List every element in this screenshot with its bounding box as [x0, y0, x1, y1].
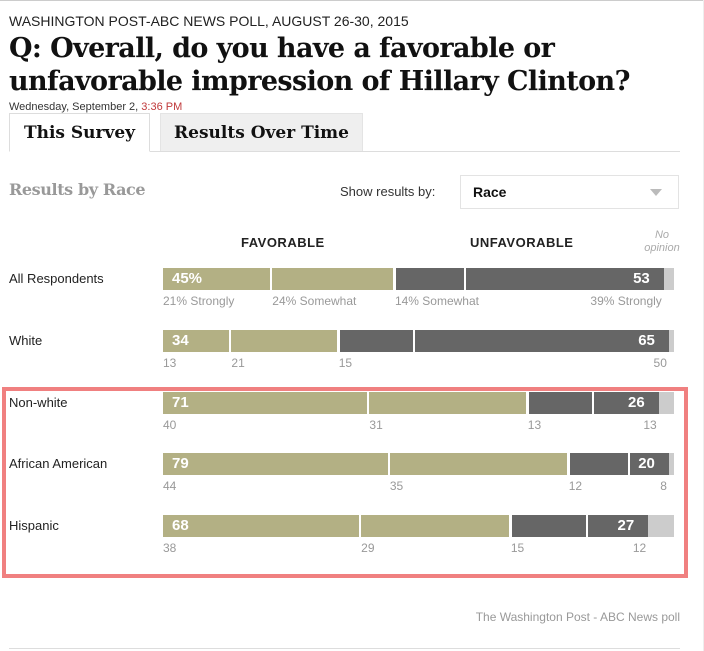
- row-label: All Respondents: [9, 271, 104, 286]
- chevron-down-icon: [650, 189, 662, 196]
- bar-segment-somewhat-unfavorable: [525, 392, 593, 414]
- bottom-divider: [9, 648, 680, 649]
- bar-segment-strongly-unfavorable: [413, 330, 669, 352]
- stacked-bar: 45% 53: [163, 268, 674, 290]
- bar-segment-no-opinion: [668, 330, 674, 352]
- highlight-box: [2, 387, 688, 578]
- sub-value-somewhat-favorable: 31: [369, 418, 383, 432]
- bar-segment-no-opinion: [658, 392, 674, 414]
- show-results-label: Show results by:: [340, 184, 436, 199]
- tab-bar: This Survey Results Over Time: [9, 113, 680, 152]
- sub-value-somewhat-favorable: 21: [231, 356, 245, 370]
- bar-segment-strongly-favorable: [163, 268, 271, 290]
- bar-segment-strongly-favorable: [163, 330, 230, 352]
- sub-value-somewhat-unfavorable: 15: [338, 356, 353, 370]
- bar-segment-somewhat-favorable: [229, 330, 337, 352]
- unfavorable-total-label: 27: [617, 517, 635, 534]
- stacked-bar: 68 27: [163, 515, 674, 537]
- results-by-select[interactable]: Race: [460, 175, 679, 209]
- sub-value-somewhat-favorable: 24% Somewhat: [272, 294, 357, 308]
- sub-value-somewhat-unfavorable: 12: [568, 479, 583, 493]
- sub-value-strongly-favorable: 38: [163, 541, 177, 555]
- source-credit: The Washington Post - ABC News poll: [475, 610, 680, 624]
- favorable-total-label: 79: [172, 455, 189, 472]
- select-value: Race: [473, 184, 507, 200]
- row-label: Hispanic: [9, 518, 59, 533]
- sub-value-strongly-favorable: 40: [163, 418, 177, 432]
- favorable-header: FAVORABLE: [241, 235, 325, 250]
- bar-segment-somewhat-favorable: [367, 392, 526, 414]
- bar-segment-strongly-favorable: [163, 392, 368, 414]
- bar-segment-strongly-unfavorable: [592, 392, 659, 414]
- bar-segment-no-opinion: [663, 268, 674, 290]
- bar-segment-strongly-unfavorable: [628, 453, 669, 475]
- unfavorable-total-label: 26: [627, 394, 645, 411]
- row-label: African American: [9, 456, 108, 471]
- sub-value-strongly-unfavorable: 50: [653, 356, 667, 370]
- page-title: Q: Overall, do you have a favorable or u…: [9, 33, 630, 97]
- unfavorable-total-label: 65: [638, 332, 655, 349]
- section-title: Results by Race: [9, 180, 146, 199]
- bar-segment-somewhat-unfavorable: [508, 515, 587, 537]
- tab-results-over-time[interactable]: Results Over Time: [160, 113, 363, 151]
- sub-value-somewhat-unfavorable: 14% Somewhat: [394, 294, 479, 308]
- bar-segment-no-opinion: [668, 453, 674, 475]
- sub-value-somewhat-favorable: 35: [389, 479, 404, 493]
- sub-value-strongly-unfavorable: 13: [643, 418, 657, 432]
- sub-value-strongly-favorable: 44: [163, 479, 177, 493]
- stacked-bar: 34 65: [163, 330, 674, 352]
- sub-value-strongly-favorable: 21% Strongly: [163, 294, 235, 308]
- unfavorable-header: UNFAVORABLE: [470, 235, 574, 250]
- sub-value-strongly-unfavorable: 39% Strongly: [590, 294, 662, 308]
- stacked-bar: 79 20: [163, 453, 674, 475]
- tab-this-survey[interactable]: This Survey: [9, 113, 150, 152]
- favorable-total-label: 68: [172, 517, 189, 534]
- date-text: Wednesday, September 2,: [9, 101, 142, 113]
- bar-segment-strongly-favorable: [163, 453, 388, 475]
- bar-segment-somewhat-favorable: [387, 453, 567, 475]
- sub-value-strongly-unfavorable: 8: [660, 479, 667, 493]
- sub-value-strongly-favorable: 13: [163, 356, 177, 370]
- sub-value-somewhat-favorable: 29: [361, 541, 375, 555]
- poll-kicker: WASHINGTON POST-ABC NEWS POLL, AUGUST 26…: [9, 13, 409, 29]
- bar-segment-somewhat-unfavorable: [336, 330, 414, 352]
- top-divider: [0, 0, 704, 1]
- row-label: Non-white: [9, 395, 68, 410]
- favorable-total-label: 45%: [172, 270, 203, 287]
- dateline: Wednesday, September 2, 3:36 PM: [9, 101, 182, 113]
- bar-segment-no-opinion: [648, 515, 674, 537]
- bar-segment-somewhat-favorable: [359, 515, 509, 537]
- bar-segment-strongly-unfavorable: [464, 268, 664, 290]
- bar-segment-strongly-favorable: [163, 515, 360, 537]
- bar-segment-somewhat-unfavorable: [566, 453, 628, 475]
- sub-value-somewhat-unfavorable: 15: [510, 541, 525, 555]
- no-opinion-header: No opinion: [644, 229, 680, 254]
- favorable-total-label: 71: [172, 394, 189, 411]
- bar-segment-somewhat-favorable: [270, 268, 393, 290]
- stacked-bar: 71 26: [163, 392, 674, 414]
- unfavorable-total-label: 53: [633, 270, 650, 287]
- bar-segment-somewhat-unfavorable: [392, 268, 465, 290]
- sub-value-somewhat-unfavorable: 13: [527, 418, 542, 432]
- bar-segment-strongly-unfavorable: [586, 515, 649, 537]
- row-label: White: [9, 333, 43, 348]
- time-text: 3:36 PM: [141, 101, 183, 113]
- sub-value-strongly-unfavorable: 12: [632, 541, 647, 555]
- unfavorable-total-label: 20: [638, 455, 655, 472]
- favorable-total-label: 34: [172, 332, 189, 349]
